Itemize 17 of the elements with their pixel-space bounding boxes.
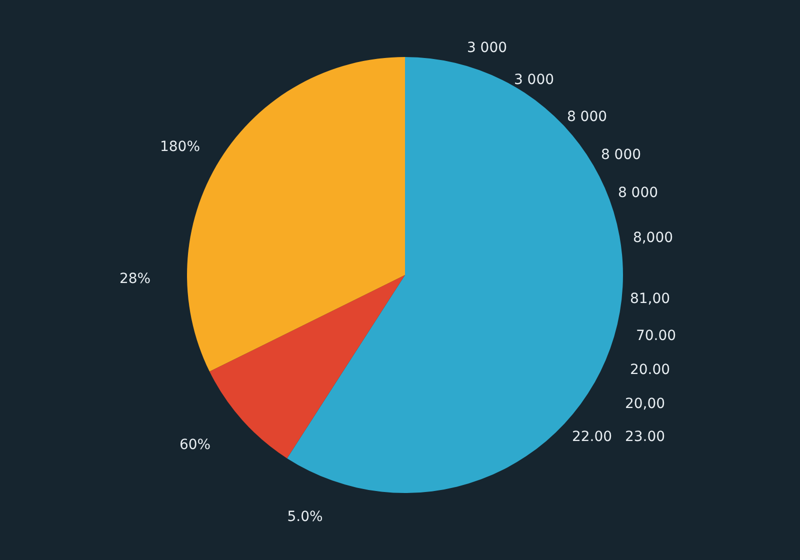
text: 8,000 — [632, 230, 674, 246]
text: 8 000 — [618, 185, 658, 201]
text: 5.0% — [287, 509, 323, 525]
text: 23.00 — [624, 429, 666, 445]
text: 60% — [179, 437, 211, 453]
text: 28% — [119, 271, 151, 287]
text: 20,00 — [624, 396, 666, 412]
text: 20.00 — [630, 362, 670, 378]
text: 70.00 — [636, 328, 676, 344]
text: 3 000 — [514, 72, 554, 88]
text: 180% — [160, 139, 200, 155]
pie-slice — [210, 275, 405, 458]
text: 22.00 — [572, 429, 612, 445]
text: 81,00 — [630, 291, 670, 307]
text: 3 000 — [466, 40, 508, 56]
text: 8 000 — [566, 109, 608, 125]
text: 8 000 — [600, 147, 642, 163]
